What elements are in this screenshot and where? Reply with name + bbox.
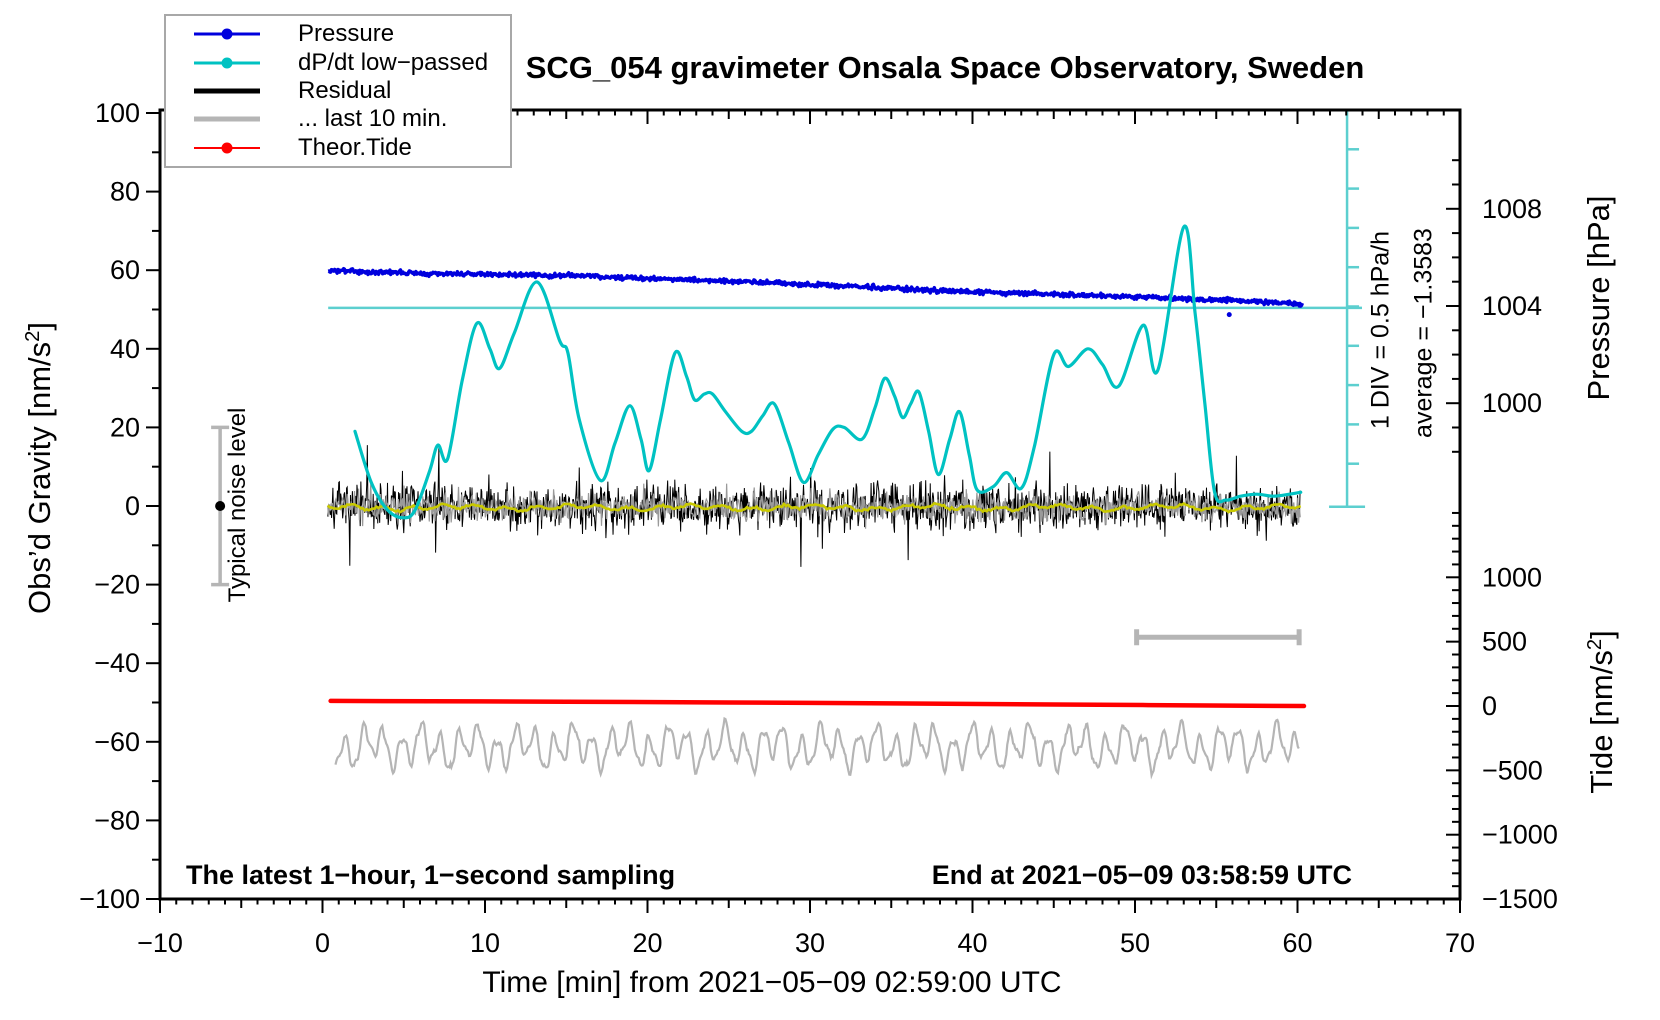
legend-item-0: Pressure	[166, 20, 510, 48]
legend-item-label: Theor.Tide	[298, 133, 412, 161]
x-tick-label: 20	[632, 928, 662, 958]
tide-tick-label: −500	[1482, 755, 1543, 785]
legend-item-label: Residual	[298, 76, 392, 104]
legend-item-1: dP/dt low−passed	[166, 49, 510, 77]
pressure-tick-label: 1004	[1482, 291, 1542, 321]
last10-magnified-series	[334, 716, 1300, 780]
noise-level-label: Typical noise level	[224, 407, 251, 603]
tide-tick-label: 0	[1482, 691, 1497, 721]
y-left-tick-label: 20	[110, 412, 140, 442]
theor-tide-series	[328, 698, 1307, 709]
average-note: average = −1.3583	[1409, 228, 1438, 438]
legend-item-label: dP/dt low−passed	[298, 48, 489, 76]
y-left-tick-label: −80	[94, 805, 140, 835]
tide-tick-label: −1500	[1482, 884, 1558, 914]
end-time-note: End at 2021−05−09 03:58:59 UTC	[931, 860, 1352, 890]
legend-item-2: Residual	[166, 77, 510, 105]
x-tick-label: 70	[1445, 928, 1475, 958]
dpdt-series	[353, 224, 1303, 520]
tide-tick-label: −1000	[1482, 820, 1558, 850]
tide-tick-label: 1000	[1482, 562, 1542, 592]
pressure-axis-title: Pressure [hPa]	[1581, 195, 1616, 401]
legend-dot-icon	[221, 28, 233, 40]
tide-axis-title: Tide [nm/s2]	[1583, 630, 1620, 794]
x-tick-label: 40	[957, 928, 987, 958]
legend-item-3: ... last 10 min.	[166, 105, 510, 133]
x-tick-label: 60	[1282, 928, 1312, 958]
sampling-note: The latest 1−hour, 1−second sampling	[186, 860, 676, 890]
y-left-tick-label: −40	[94, 648, 140, 678]
x-tick-label: 50	[1120, 928, 1150, 958]
y-left-axis-title: Obs’d Gravity [nm/s2]	[21, 321, 58, 615]
legend-box: Pressure dP/dt low−passed Residual... last…	[164, 14, 512, 168]
residual-last10-overlay	[327, 483, 1301, 529]
x-tick-label: −10	[137, 928, 183, 958]
legend-dot-icon	[221, 57, 233, 69]
legend-item-label: ... last 10 min.	[298, 105, 448, 133]
x-tick-label: 10	[470, 928, 500, 958]
y-left-tick-label: 60	[110, 255, 140, 285]
chart-title: SCG_054 gravimeter Onsala Space Observat…	[525, 50, 1365, 85]
div-scale-note: 1 DIV = 0.5 hPa/h	[1366, 230, 1395, 430]
residual-smooth-series	[326, 501, 1302, 514]
noise-level-dot	[215, 501, 226, 511]
x-axis-title: Time [min] from 2021−05−09 02:59:00 UTC	[482, 966, 1062, 999]
pressure-series	[327, 266, 1304, 308]
x-tick-label: 0	[315, 928, 330, 958]
y-left-tick-label: 40	[110, 334, 140, 364]
y-left-tick-label: 80	[110, 177, 140, 207]
y-left-tick-label: −100	[79, 884, 140, 914]
legend-item-4: Theor.Tide	[166, 134, 510, 162]
pressure-tick-label: 1000	[1482, 388, 1542, 418]
pressure-tick-label: 1008	[1482, 194, 1542, 224]
y-left-tick-label: −60	[94, 727, 140, 757]
legend-item-label: Pressure	[298, 20, 395, 48]
y-left-tick-label: 100	[95, 98, 140, 128]
y-left-tick-label: −20	[94, 570, 140, 600]
tide-tick-label: 500	[1482, 627, 1527, 657]
x-tick-label: 30	[795, 928, 825, 958]
legend-dot-icon	[221, 142, 233, 154]
pressure-outlier-dot	[1226, 312, 1232, 318]
y-left-tick-label: 0	[125, 491, 140, 521]
residual-series	[327, 445, 1302, 567]
